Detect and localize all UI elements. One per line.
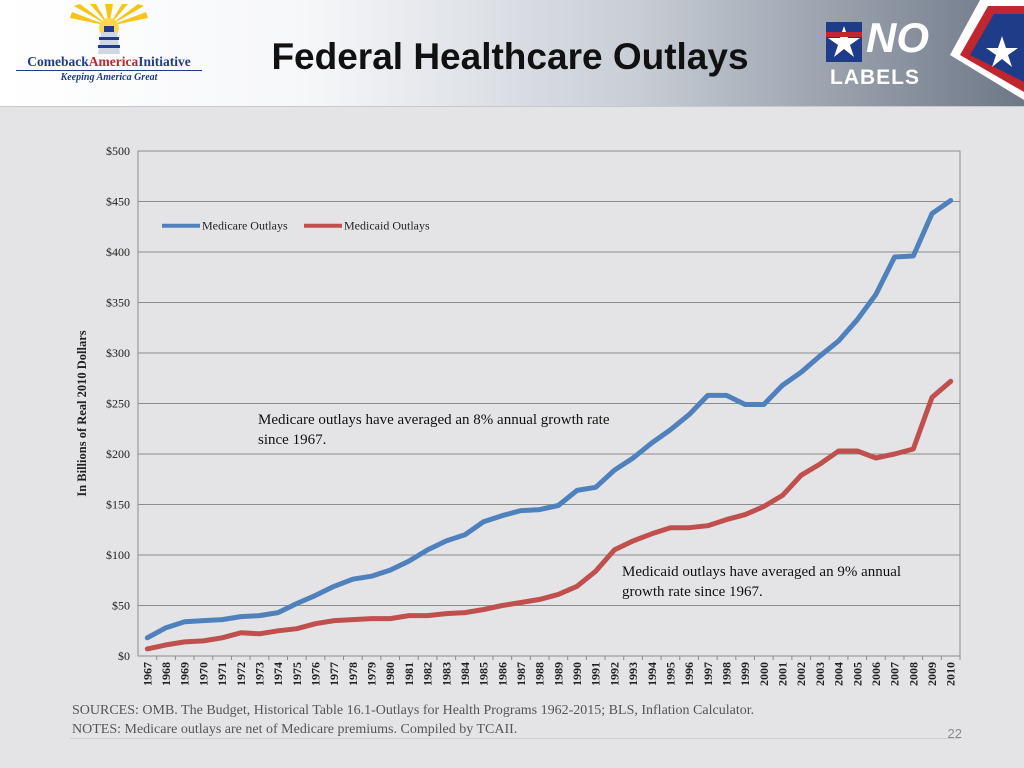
x-tick-label: 1972	[234, 662, 248, 686]
x-tick-label: 1994	[645, 662, 659, 686]
corner-star-icon	[950, 0, 1024, 100]
cai-name-part1: Comeback	[27, 54, 89, 69]
plot-area-border	[137, 150, 961, 657]
x-tick-label: 2001	[776, 662, 790, 686]
y-tick-label: $300	[106, 346, 130, 360]
x-tick-label: 2005	[850, 662, 864, 686]
x-tick-label: 1982	[421, 662, 435, 686]
x-tick-label: 1975	[290, 662, 304, 686]
x-tick-label: 2000	[757, 662, 771, 686]
x-tick-label: 1988	[533, 662, 547, 686]
y-tick-label: $350	[106, 296, 130, 310]
x-tick-label: 2010	[944, 662, 958, 686]
x-tick-label: 1983	[439, 662, 453, 686]
x-tick-label: 2006	[869, 662, 883, 686]
x-tick-label: 1967	[140, 662, 154, 686]
x-tick-label: 1993	[626, 662, 640, 686]
y-tick-label: $0	[118, 649, 130, 663]
medicaid-outlays-line	[144, 378, 954, 652]
y-tick-label: $500	[106, 144, 130, 158]
y-axis-label: In Billions of Real 2010 Dollars	[75, 330, 89, 496]
x-tick-label: 2007	[888, 662, 902, 686]
x-tick-label: 1999	[738, 662, 752, 686]
star-badge-icon	[826, 22, 862, 62]
y-tick-label: $100	[106, 548, 130, 562]
x-tick-label: 1970	[196, 662, 210, 686]
x-tick-label: 2008	[906, 662, 920, 686]
series-lines	[144, 198, 954, 652]
cai-name-part2: America	[88, 54, 139, 69]
notes-text: NOTES: Medicare outlays are net of Medic…	[72, 722, 518, 737]
annotation-medicare-line-2: since 1967.	[258, 432, 326, 448]
medicare-outlays-line	[144, 198, 954, 641]
cai-name-part3: Initiative	[138, 54, 191, 69]
x-tick-label: 1991	[589, 662, 603, 686]
x-tick-label: 2004	[832, 662, 846, 686]
legend-label-medicare: Medicare Outlays	[202, 219, 288, 233]
sources-notes: SOURCES: OMB. The Budget, Historical Tab…	[72, 701, 754, 739]
page-title: Federal Healthcare Outlays	[271, 36, 749, 77]
chart-legend: Medicare Outlays Medicaid Outlays	[162, 219, 430, 233]
no-labels-no-text: NO	[866, 14, 929, 61]
y-tick-label: $400	[106, 245, 130, 259]
cai-logo-divider	[16, 70, 202, 71]
y-tick-label: $250	[106, 397, 130, 411]
x-tick-label: 1985	[477, 662, 491, 686]
annotation-medicaid-line-1: Medicaid outlays have averaged an 9% ann…	[622, 564, 901, 580]
annotation-medicare-growth: Medicare outlays have averaged an 8% ann…	[258, 412, 610, 448]
slide-number: 22	[947, 726, 962, 741]
annotation-medicare-line-1: Medicare outlays have averaged an 8% ann…	[258, 412, 610, 428]
x-tick-label: 1997	[701, 662, 715, 686]
x-tick-label: 2002	[794, 662, 808, 686]
x-tick-label: 1995	[663, 662, 677, 686]
y-axis-tick-labels: $0 $50 $100 $150 $200 $250 $300 $350 $400 $450 $50…	[106, 144, 130, 663]
x-tick-label: 1987	[514, 662, 528, 686]
sources-text: SOURCES: OMB. The Budget, Historical Tab…	[72, 703, 755, 718]
no-labels-labels-text: LABELS	[830, 66, 920, 89]
x-tick-label: 1984	[458, 662, 472, 686]
y-tick-label: $200	[106, 447, 130, 461]
x-tick-label: 1990	[570, 662, 584, 686]
x-tick-label: 1989	[551, 662, 565, 686]
x-tick-label: 1973	[252, 662, 266, 686]
x-tick-label: 2003	[813, 662, 827, 686]
x-tick-label: 1971	[215, 662, 229, 686]
x-tick-label: 1968	[159, 662, 173, 686]
comeback-america-initiative-logo: ComebackAmericaInitiative Keeping Americ…	[14, 4, 204, 102]
y-tick-label: $50	[112, 599, 130, 613]
x-tick-label: 1980	[383, 662, 397, 686]
annotation-medicaid-growth: Medicaid outlays have averaged an 9% ann…	[622, 564, 901, 600]
x-tick-label: 2009	[925, 662, 939, 686]
legend-label-medicaid: Medicaid Outlays	[344, 219, 430, 233]
no-labels-logo: NO LABELS	[822, 14, 942, 94]
annotation-medicaid-line-2: growth rate since 1967.	[622, 584, 763, 600]
x-tick-label: 1969	[178, 662, 192, 686]
cai-logo-tagline: Keeping America Great	[60, 72, 158, 83]
footer-divider	[70, 738, 960, 739]
x-tick-label: 1992	[607, 662, 621, 686]
y-tick-label: $150	[106, 498, 130, 512]
x-tick-label: 1981	[402, 662, 416, 686]
x-tick-label: 1979	[365, 662, 379, 686]
slide-header: ComebackAmericaInitiative Keeping Americ…	[0, 0, 1024, 107]
x-axis-tick-labels: 1967 1968 1969 1970 1971 1972 1973 1974 1975 1976…	[140, 656, 961, 686]
x-tick-label: 1974	[271, 662, 285, 686]
x-tick-label: 1978	[346, 662, 360, 686]
x-tick-label: 1977	[327, 662, 341, 686]
x-tick-label: 1996	[682, 662, 696, 686]
x-tick-label: 1976	[308, 662, 322, 686]
y-tick-label: $450	[106, 195, 130, 209]
x-tick-label: 1986	[495, 662, 509, 686]
lighthouse-icon	[70, 4, 148, 54]
healthcare-outlays-chart: $0 $50 $100 $150 $200 $250 $300 $350 $400 $450 $50…	[75, 144, 961, 686]
cai-logo-name: ComebackAmericaInitiative	[14, 54, 204, 70]
x-tick-label: 1998	[719, 662, 733, 686]
